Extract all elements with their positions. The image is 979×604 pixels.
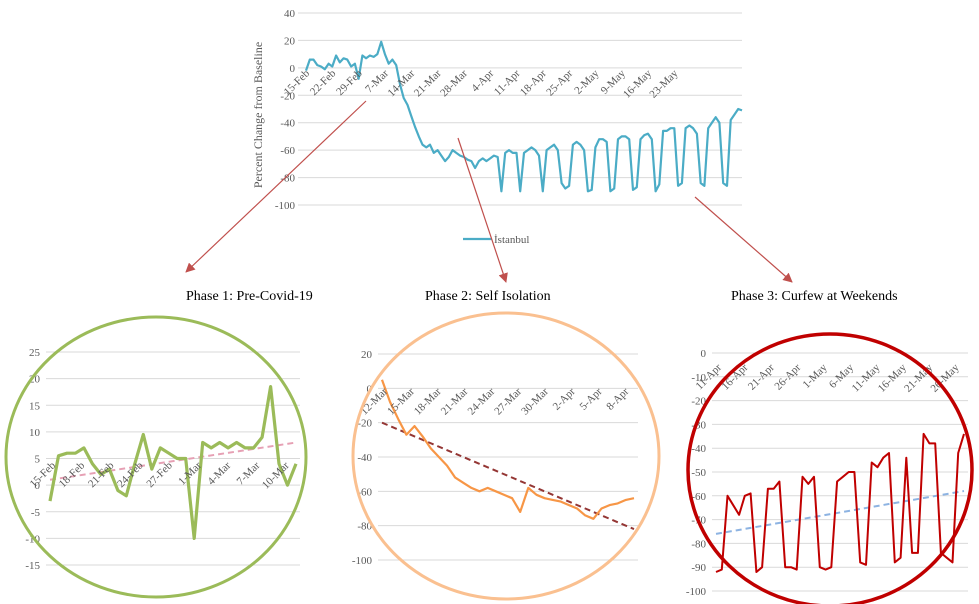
phase-arrow [185, 100, 367, 273]
phase1-trendline [49, 441, 297, 481]
phase1-y-tick-label: 0 [35, 480, 41, 492]
phase1-chart: 2520151050-5-10-1515-Feb18-Feb21-Feb24-F… [4, 315, 308, 599]
phase3-x-tick-label: 16-May [876, 361, 909, 394]
main-x-tick-label: 18-Apr [518, 67, 549, 98]
main-y-tick-label: -40 [280, 118, 295, 130]
phase3-y-tick-label: -100 [686, 586, 707, 598]
phase3-highlight-ellipse [686, 332, 974, 604]
phase1-x-tick-label: 7-Mar [235, 459, 263, 487]
main-x-tick-label: 29-Feb [334, 67, 365, 98]
phase2-series-line [380, 379, 635, 520]
phase3-y-tick-label: -40 [691, 443, 706, 455]
phase2-title: Phase 2: Self Isolation [425, 289, 551, 304]
main-y-tick-label: 40 [284, 8, 296, 20]
main-x-tick-label: 11-Apr [492, 67, 523, 98]
phase2-y-tick-label: -60 [357, 486, 372, 498]
phase2-x-tick-label: 30-Mar [519, 385, 551, 417]
phase1-y-tick-label: 5 [35, 454, 41, 466]
main-x-tick-label: 14-Mar [386, 67, 418, 99]
main-x-tick-label: 22-Feb [308, 67, 339, 98]
phase3-y-tick-label: -90 [691, 562, 706, 574]
phase3-y-tick-label: -10 [691, 372, 706, 384]
phase2-x-tick-label: 21-Mar [439, 385, 471, 417]
phase3-y-tick-label: -80 [691, 538, 706, 550]
main-y-tick-label: 20 [284, 35, 296, 47]
phase2-x-tick-label: 18-Mar [412, 385, 444, 417]
phase3-trendline [715, 490, 965, 535]
main-x-tick-label: 28-Mar [438, 67, 470, 99]
phase3-series-line [715, 432, 965, 573]
phase2-y-tick-label: -80 [357, 521, 372, 533]
phase1-highlight-ellipse [4, 315, 308, 599]
phase2-y-tick-label: -100 [352, 555, 373, 567]
phase3-chart: 0-10-20-30-40-50-60-70-80-90-10011-Apr16… [686, 332, 974, 604]
main-y-tick-label: -80 [280, 173, 295, 185]
phase1-y-tick-label: -15 [25, 560, 40, 572]
phase1-y-tick-label: 25 [29, 347, 41, 359]
phase1-series-line [48, 385, 298, 541]
phase1-title: Phase 1: Pre-Covid-19 [186, 289, 313, 304]
main-y-tick-label: 0 [290, 63, 296, 75]
phase3-x-tick-label: 1-May [800, 361, 830, 391]
main-y-axis-label: Percent Change from Baseline [251, 42, 265, 188]
phase1-y-tick-label: 10 [29, 427, 41, 439]
main-x-tick-label: 2-May [572, 67, 602, 97]
phase2-y-tick-label: -20 [357, 418, 372, 430]
phase3-y-tick-label: -60 [691, 491, 706, 503]
main-x-tick-label: 15-Feb [282, 67, 313, 98]
phase1-y-tick-label: -5 [31, 507, 41, 519]
main-y-tick-label: -60 [280, 145, 295, 157]
phase1-y-tick-label: 20 [29, 374, 41, 386]
phase3-title: Phase 3: Curfew at Weekends [731, 289, 898, 304]
phase2-trendline [381, 421, 635, 531]
phase3-y-tick-label: -20 [691, 396, 706, 408]
main-chart: 40200-20-40-60-80-10015-Feb22-Feb29-Feb7… [251, 8, 743, 246]
phase2-y-tick-label: -40 [357, 452, 372, 464]
main-series-line [304, 40, 743, 193]
phase2-x-tick-label: 8-Apr [604, 385, 631, 412]
phase1-y-tick-label: 15 [29, 400, 41, 412]
phase3-y-tick-label: 0 [701, 348, 707, 360]
phase1-x-tick-label: 4-Mar [205, 459, 233, 487]
phase2-highlight-ellipse [351, 311, 661, 601]
phase2-x-tick-label: 5-Apr [577, 385, 604, 412]
phase-arrow [457, 137, 508, 283]
phase2-x-tick-label: 2-Apr [551, 385, 578, 412]
main-y-tick-label: -20 [280, 90, 295, 102]
phase-arrow [694, 196, 793, 283]
main-x-tick-label: 21-Mar [412, 67, 444, 99]
phase2-x-tick-label: 27-Mar [492, 385, 524, 417]
main-legend-label: İstanbul [494, 234, 529, 246]
phase2-y-tick-label: 20 [361, 349, 373, 361]
phase3-y-tick-label: -50 [691, 467, 706, 479]
phase3-x-tick-label: 21-May [902, 361, 935, 394]
phase2-chart: 200-20-40-60-80-10012-Mar15-Mar18-Mar21-… [351, 311, 661, 601]
main-x-tick-label: 25-Apr [544, 67, 575, 98]
main-y-tick-label: -100 [275, 200, 296, 212]
phase-arrows [185, 100, 793, 283]
phase2-x-tick-label: 24-Mar [466, 385, 498, 417]
